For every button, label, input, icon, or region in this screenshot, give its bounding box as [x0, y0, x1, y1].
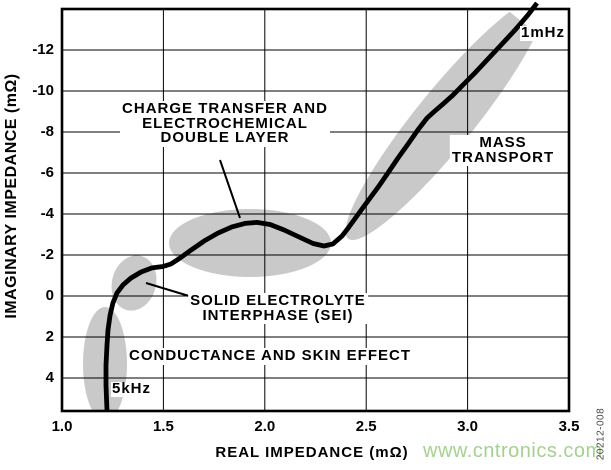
conductance-label: CONDUCTANCE AND SKIN EFFECT: [127, 348, 413, 365]
annotation-line: MASS: [479, 134, 527, 151]
x-tick-label: 1.0: [51, 418, 73, 435]
y-tick-label: -10: [32, 81, 54, 99]
mass-transport-region: [345, 0, 545, 241]
y-axis-title: IMAGINARY IMPEDANCE (mΩ): [2, 73, 20, 319]
x-tick-label: 2.0: [254, 418, 276, 435]
y-tick-label: 2: [45, 327, 54, 345]
y-tick-label: -6: [40, 163, 54, 181]
y-tick-label: 4: [45, 368, 54, 386]
freq-marker-5khz: 5kHz: [111, 380, 153, 397]
x-tick-label: 1.5: [152, 418, 174, 435]
annotation-line: CHARGE TRANSFER AND: [122, 100, 328, 117]
annotation-line: ELECTROCHEMICAL: [142, 114, 308, 132]
sei-pointer: [145, 282, 190, 297]
x-tick-label: 3.0: [457, 418, 479, 435]
x-axis-title: REAL IMPEDANCE (mΩ): [215, 444, 409, 461]
watermark-text: www.cntronics.com: [423, 440, 603, 462]
annotation-line: INTERPHASE (SEI): [202, 306, 354, 324]
y-tick-label: 0: [45, 286, 54, 304]
y-tick-label: -8: [40, 122, 54, 140]
x-tick-label: 3.5: [558, 418, 580, 435]
sei-label: SOLID ELECTROLYTE INTERPHASE (SEI): [188, 293, 368, 324]
document-number: 20212-008: [595, 407, 607, 461]
annotation-line: CONDUCTANCE AND SKIN EFFECT: [129, 347, 411, 364]
battery-impedance-curve: [103, 1, 539, 412]
x-tick-label: 2.5: [355, 418, 377, 435]
freq-marker-1mhz: 1mHz: [520, 24, 567, 41]
annotation-line: DOUBLE LAYER: [160, 129, 290, 146]
charge-transfer-region: [169, 209, 331, 277]
charge-transfer-pointer: [219, 159, 241, 219]
y-tick-label: -4: [40, 204, 54, 222]
annotation-line: SOLID ELECTROLYTE: [190, 292, 366, 309]
annotation-line: TRANSPORT: [451, 148, 555, 166]
mass-transport-label: MASS TRANSPORT: [449, 134, 557, 166]
y-tick-label: -2: [40, 245, 54, 263]
charge-transfer-label: CHARGE TRANSFER AND ELECTROCHEMICAL DOUB…: [120, 101, 330, 147]
plot-frame: [60, 7, 571, 413]
y-tick-label: -12: [32, 40, 54, 58]
